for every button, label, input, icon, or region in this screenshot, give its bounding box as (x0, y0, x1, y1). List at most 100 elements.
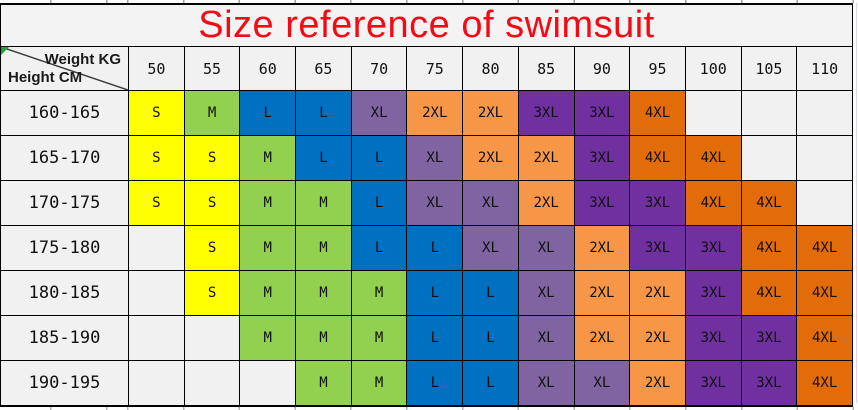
empty-cell (740, 135, 798, 181)
height-row-header: 170-175 (0, 180, 129, 226)
size-cell: XL (517, 225, 575, 271)
weight-header-cell: 95 (629, 46, 686, 91)
size-cell: M (295, 360, 352, 407)
size-cell: M (295, 315, 352, 361)
empty-cell (128, 360, 185, 407)
size-cell: L (239, 90, 297, 136)
size-cell: 4XL (629, 135, 686, 181)
weight-header-cell: 90 (573, 46, 631, 91)
empty-cell (183, 315, 241, 361)
table-row: 175-180 S M M L L XL XL 2XL 3XL 3XL 4XL 4XL (0, 225, 853, 271)
size-cell: 3XL (684, 225, 742, 271)
size-cell: M (350, 315, 408, 361)
size-cell: S (183, 270, 241, 316)
size-cell: M (239, 315, 297, 361)
size-cell: 4XL (740, 270, 798, 316)
size-cell: 2XL (573, 315, 631, 361)
size-cell: L (462, 270, 519, 316)
table-row: 160-165 S M L L XL 2XL 2XL 3XL 3XL 4XL (0, 90, 853, 136)
header-row: Weight KG Height CM 50 55 60 65 70 75 80 85 90 95… (0, 46, 853, 91)
size-cell: S (183, 225, 241, 271)
empty-cell (796, 135, 853, 181)
weight-header-cell: 100 (684, 46, 742, 91)
weight-header-cell: 60 (239, 46, 297, 91)
empty-cell (128, 270, 185, 316)
size-cell: XL (462, 225, 519, 271)
column-ticks-top (0, 0, 858, 3)
size-cell: L (295, 135, 352, 181)
size-cell: 2XL (462, 135, 519, 181)
size-cell: 4XL (796, 270, 853, 316)
size-cell: M (239, 135, 297, 181)
size-cell: S (128, 135, 185, 181)
size-cell: M (295, 225, 352, 271)
size-cell: L (406, 360, 464, 407)
size-cell: 3XL (629, 225, 686, 271)
size-cell: XL (406, 180, 464, 226)
size-cell: L (406, 270, 464, 316)
size-cell: 4XL (796, 360, 853, 407)
size-cell: S (183, 180, 241, 226)
size-cell: 3XL (573, 135, 631, 181)
size-cell: 4XL (796, 225, 853, 271)
size-cell: 4XL (740, 180, 798, 226)
cell-flag-triangle-icon (1, 47, 9, 55)
size-cell: XL (462, 180, 519, 226)
size-cell: 3XL (573, 180, 631, 226)
empty-cell (239, 360, 297, 407)
size-cell: 2XL (462, 90, 519, 136)
size-cell: XL (517, 315, 575, 361)
empty-cell (183, 360, 241, 407)
size-cell: L (462, 315, 519, 361)
empty-cell (128, 225, 185, 271)
size-cell: 4XL (740, 225, 798, 271)
size-cell: 3XL (573, 90, 631, 136)
page-title: Size reference of swimsuit (198, 4, 655, 46)
table-row: 165-170 S S M L L XL 2XL 2XL 3XL 4XL 4XL (0, 135, 853, 181)
corner-weight-label: Weight KG (44, 51, 121, 68)
weight-header-cell: 85 (517, 46, 575, 91)
size-cell: S (128, 90, 185, 136)
size-cell: M (239, 180, 297, 226)
size-cell: 3XL (684, 270, 742, 316)
size-cell: M (183, 90, 241, 136)
size-cell: M (350, 270, 408, 316)
size-cell: 2XL (629, 360, 686, 407)
weight-header-cell: 55 (183, 46, 241, 91)
size-cell: 4XL (796, 315, 853, 361)
size-cell: L (350, 135, 408, 181)
size-table: Weight KG Height CM 50 55 60 65 70 75 80 85 90 95… (0, 46, 853, 407)
height-row-header: 175-180 (0, 225, 129, 271)
size-cell: 2XL (629, 270, 686, 316)
size-cell: 3XL (684, 315, 742, 361)
height-row-header: 180-185 (0, 270, 129, 316)
size-cell: M (295, 270, 352, 316)
size-cell: XL (573, 360, 631, 407)
size-cell: 3XL (740, 360, 798, 407)
diagonal-divider-line (1, 47, 128, 90)
table-row: 170-175 S S M M L XL XL 2XL 3XL 3XL 4XL 4XL (0, 180, 853, 226)
size-table-body: 160-165 S M L L XL 2XL 2XL 3XL 3XL 4XL 165-170 S S M L L… (0, 90, 853, 407)
size-cell: XL (517, 270, 575, 316)
empty-cell (684, 90, 742, 136)
size-cell: 2XL (629, 315, 686, 361)
size-cell: S (128, 180, 185, 226)
corner-header-cell: Weight KG Height CM (0, 46, 129, 91)
empty-cell (796, 90, 853, 136)
size-cell: 2XL (517, 180, 575, 226)
size-cell: 2XL (573, 225, 631, 271)
sheet-right-gutter (853, 3, 858, 403)
size-cell: L (406, 315, 464, 361)
size-cell: L (350, 225, 408, 271)
size-cell: 3XL (629, 180, 686, 226)
size-cell: XL (517, 360, 575, 407)
table-row: 190-195 M M L L XL XL 2XL 3XL 3XL 4XL (0, 360, 853, 407)
empty-cell (796, 180, 853, 226)
height-row-header: 160-165 (0, 90, 129, 136)
size-cell: L (406, 225, 464, 271)
table-row: 185-190 M M M L L XL 2XL 2XL 3XL 3XL 4XL (0, 315, 853, 361)
title-bar: Size reference of swimsuit (0, 3, 853, 46)
empty-cell (128, 315, 185, 361)
size-cell: 4XL (684, 180, 742, 226)
